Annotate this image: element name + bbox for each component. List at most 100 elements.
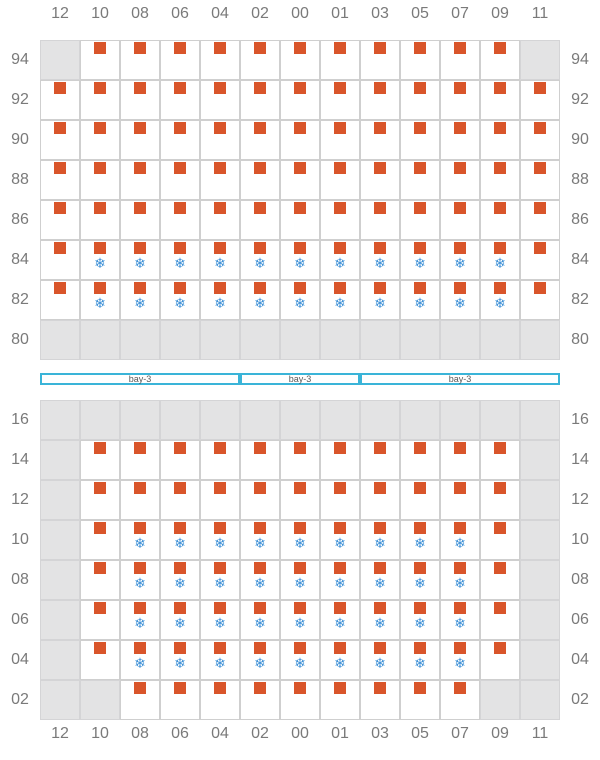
- container-icon: [374, 602, 386, 614]
- hatch-cover[interactable]: bay-3: [360, 373, 560, 385]
- snowflake-icon: ❄: [214, 575, 226, 591]
- snowflake-icon: ❄: [214, 295, 226, 311]
- hold-slot[interactable]: [400, 560, 440, 600]
- container-icon: [414, 562, 426, 574]
- container-icon: [334, 202, 346, 214]
- hold-slot[interactable]: [160, 520, 200, 560]
- container-icon: [534, 122, 546, 134]
- container-icon: [94, 562, 106, 574]
- container-icon: [414, 442, 426, 454]
- deck-slot[interactable]: [280, 200, 320, 240]
- container-icon: [294, 482, 306, 494]
- container-icon: [134, 282, 146, 294]
- hold-slot[interactable]: [480, 600, 520, 640]
- container-icon: [254, 682, 266, 694]
- row-label-left: 82: [11, 291, 29, 308]
- container-icon: [254, 522, 266, 534]
- snowflake-icon: ❄: [254, 655, 266, 671]
- container-icon: [174, 122, 186, 134]
- container-icon: [254, 122, 266, 134]
- container-icon: [334, 562, 346, 574]
- snowflake-icon: ❄: [174, 255, 186, 271]
- container-icon: [414, 522, 426, 534]
- container-icon: [454, 682, 466, 694]
- row-label-right: 10: [571, 531, 589, 548]
- container-icon: [174, 162, 186, 174]
- container-icon: [214, 42, 226, 54]
- row-label-left: 12: [11, 491, 29, 508]
- deck-slot: [80, 320, 120, 360]
- container-icon: [294, 642, 306, 654]
- container-icon: [494, 242, 506, 254]
- container-icon: [214, 642, 226, 654]
- hold-slot: [40, 560, 80, 600]
- snowflake-icon: ❄: [414, 655, 426, 671]
- column-label-top: 04: [211, 5, 229, 22]
- deck-slot[interactable]: [520, 200, 560, 240]
- snowflake-icon: ❄: [374, 255, 386, 271]
- hold-slot[interactable]: [440, 520, 480, 560]
- hold-slot[interactable]: [160, 440, 200, 480]
- deck-slot: [240, 320, 280, 360]
- snowflake-icon: ❄: [174, 535, 186, 551]
- container-icon: [94, 162, 106, 174]
- container-icon: [534, 242, 546, 254]
- container-icon: [214, 482, 226, 494]
- deck-slot[interactable]: [320, 280, 360, 320]
- container-icon: [214, 522, 226, 534]
- row-label-right: 84: [571, 251, 589, 268]
- hold-slot: [40, 440, 80, 480]
- container-icon: [534, 202, 546, 214]
- container-icon: [334, 282, 346, 294]
- hold-slot[interactable]: [440, 600, 480, 640]
- container-icon: [454, 282, 466, 294]
- container-icon: [254, 442, 266, 454]
- container-icon: [174, 202, 186, 214]
- container-icon: [174, 522, 186, 534]
- snowflake-icon: ❄: [294, 255, 306, 271]
- hold-slot[interactable]: [440, 440, 480, 480]
- container-icon: [254, 162, 266, 174]
- hold-slot: [520, 480, 560, 520]
- row-label-right: 02: [571, 691, 589, 708]
- row-label-left: 84: [11, 251, 29, 268]
- snowflake-icon: ❄: [94, 255, 106, 271]
- container-icon: [134, 42, 146, 54]
- deck-slot[interactable]: [160, 280, 200, 320]
- container-icon: [134, 162, 146, 174]
- hold-slot[interactable]: [200, 680, 240, 720]
- snowflake-icon: ❄: [214, 535, 226, 551]
- container-icon: [214, 122, 226, 134]
- hold-slot[interactable]: [400, 520, 440, 560]
- container-icon: [294, 602, 306, 614]
- hatch-cover[interactable]: bay-3: [240, 373, 360, 385]
- container-icon: [214, 202, 226, 214]
- hold-slot: [520, 680, 560, 720]
- container-icon: [54, 202, 66, 214]
- container-icon: [134, 82, 146, 94]
- container-icon: [294, 522, 306, 534]
- hold-slot: [80, 680, 120, 720]
- snowflake-icon: ❄: [334, 615, 346, 631]
- hatch-cover[interactable]: bay-3: [40, 373, 240, 385]
- row-label-right: 94: [571, 51, 589, 68]
- container-icon: [494, 282, 506, 294]
- column-label-top: 05: [411, 5, 429, 22]
- deck-slot[interactable]: [400, 200, 440, 240]
- column-label-bottom: 10: [91, 725, 109, 742]
- container-icon: [54, 162, 66, 174]
- container-icon: [174, 82, 186, 94]
- container-icon: [174, 442, 186, 454]
- hold-slot: [520, 640, 560, 680]
- deck-slot[interactable]: [440, 200, 480, 240]
- hold-slot: [520, 560, 560, 600]
- deck-slot: [360, 320, 400, 360]
- deck-slot[interactable]: [440, 160, 480, 200]
- snowflake-icon: ❄: [134, 295, 146, 311]
- container-icon: [494, 42, 506, 54]
- container-icon: [94, 522, 106, 534]
- deck-slot[interactable]: [120, 160, 160, 200]
- container-icon: [334, 602, 346, 614]
- container-icon: [94, 282, 106, 294]
- container-icon: [94, 242, 106, 254]
